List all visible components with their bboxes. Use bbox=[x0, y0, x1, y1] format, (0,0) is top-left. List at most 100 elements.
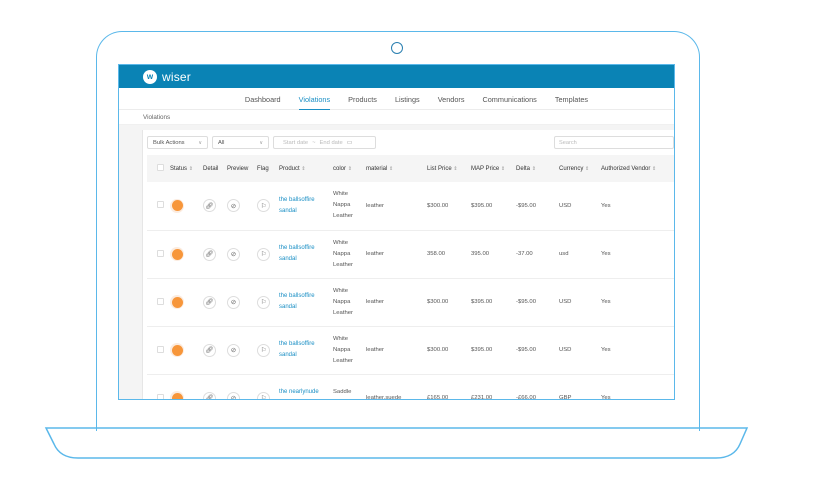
flag-icon[interactable]: ⚐ bbox=[257, 343, 270, 357]
main-nav: Dashboard Violations Products Listings V… bbox=[119, 88, 674, 110]
date-separator: ~ bbox=[312, 139, 316, 146]
search-input[interactable]: Search bbox=[554, 136, 674, 149]
table-row[interactable]: 🔗︎ ⊘ ⚐ the ballsoffire sandal White Nappa L… bbox=[147, 230, 674, 279]
start-date-input[interactable]: Start date bbox=[283, 139, 309, 146]
content-area: Bulk Actions ∨ All ∨ Start date ~ End da… bbox=[119, 125, 674, 399]
table-header: Status ⇕ Detail Preview Flag Product ⇕ c… bbox=[147, 155, 674, 182]
map-price-cell: $395.00 bbox=[471, 326, 516, 375]
authorized-vendor-cell: Yes bbox=[601, 182, 674, 231]
currency-cell: USD bbox=[559, 182, 601, 231]
link-icon[interactable]: 🔗︎ bbox=[203, 199, 216, 213]
row-checkbox[interactable] bbox=[157, 297, 164, 305]
nav-templates[interactable]: Templates bbox=[554, 95, 589, 104]
delta-cell: -37.00 bbox=[516, 230, 559, 279]
delta-cell: -£66.00 bbox=[516, 374, 559, 399]
product-link[interactable]: the ballsoffire sandal bbox=[279, 326, 333, 375]
sort-icon: ⇕ bbox=[347, 165, 352, 172]
authorized-vendor-cell: Yes bbox=[601, 278, 674, 327]
color-cell: SaddleSuede bbox=[333, 374, 366, 399]
authorized-vendor-cell: Yes bbox=[601, 374, 674, 399]
flag-icon[interactable]: ⚐ bbox=[257, 295, 270, 309]
nav-products[interactable]: Products bbox=[348, 95, 377, 104]
material-cell: leather bbox=[366, 326, 427, 375]
authorized-vendor-cell: Yes bbox=[601, 326, 674, 375]
col-authorized-vendor[interactable]: Authorized Vendor ⇕ bbox=[601, 165, 657, 172]
status-indicator bbox=[170, 391, 184, 399]
compass-icon[interactable]: ⊘ bbox=[227, 343, 240, 357]
flag-icon[interactable]: ⚐ bbox=[257, 247, 270, 261]
row-checkbox[interactable] bbox=[157, 201, 164, 209]
product-link[interactable]: the ballsoffire sandal bbox=[279, 230, 333, 279]
col-material[interactable]: material ⇕ bbox=[366, 165, 394, 172]
currency-cell: USD bbox=[559, 326, 601, 375]
table-toolbar: Bulk Actions ∨ All ∨ Start date ~ End da… bbox=[147, 135, 674, 150]
bulk-actions-dropdown[interactable]: Bulk Actions ∨ bbox=[147, 136, 208, 149]
currency-cell: GBP bbox=[559, 374, 601, 399]
brand-name[interactable]: wiser bbox=[162, 69, 192, 84]
product-link[interactable]: the nearlynudesandal bbox=[279, 374, 333, 399]
color-cell: White Nappa Leather bbox=[333, 278, 366, 327]
end-date-input[interactable]: End date bbox=[319, 139, 343, 146]
app-window: w wiser Dashboard Violations Products Li… bbox=[118, 64, 675, 400]
row-checkbox[interactable] bbox=[157, 249, 164, 257]
chevron-down-icon: ∨ bbox=[259, 139, 263, 146]
color-cell: White Nappa Leather bbox=[333, 326, 366, 375]
violations-table: Status ⇕ Detail Preview Flag Product ⇕ c… bbox=[147, 155, 674, 399]
table-row[interactable]: 🔗︎ ⊘ ⚐ the nearlynudesandal SaddleSuede … bbox=[147, 374, 674, 399]
material-cell: leather,suede bbox=[366, 374, 427, 399]
table-row[interactable]: 🔗︎ ⊘ ⚐ the ballsoffire sandal White Nappa L… bbox=[147, 326, 674, 375]
col-status[interactable]: Status ⇕ bbox=[170, 165, 193, 172]
sort-icon: ⇕ bbox=[531, 165, 536, 172]
col-currency[interactable]: Currency ⇕ bbox=[559, 165, 590, 172]
material-cell: leather bbox=[366, 230, 427, 279]
col-preview: Preview bbox=[227, 165, 249, 172]
col-delta[interactable]: Delta ⇕ bbox=[516, 165, 536, 172]
table-row[interactable]: 🔗︎ ⊘ ⚐ the ballsoffire sandal White Nappa L… bbox=[147, 278, 674, 327]
nav-listings[interactable]: Listings bbox=[394, 95, 420, 104]
nav-communications[interactable]: Communications bbox=[482, 95, 537, 104]
calendar-icon[interactable]: ▭ bbox=[346, 140, 353, 146]
sort-icon: ⇕ bbox=[301, 165, 306, 172]
filter-select[interactable]: All ∨ bbox=[212, 136, 269, 149]
status-indicator bbox=[170, 198, 184, 213]
link-icon[interactable]: 🔗︎ bbox=[203, 391, 216, 399]
sort-icon: ⇕ bbox=[453, 165, 458, 172]
link-icon[interactable]: 🔗︎ bbox=[203, 295, 216, 309]
table-row[interactable]: 🔗︎ ⊘ ⚐ the ballsoffire sandal White Nappa L… bbox=[147, 182, 674, 231]
nav-dashboard[interactable]: Dashboard bbox=[244, 95, 281, 104]
top-bar: w wiser bbox=[119, 65, 674, 88]
product-link[interactable]: the ballsoffire sandal bbox=[279, 182, 333, 231]
nav-vendors[interactable]: Vendors bbox=[437, 95, 465, 104]
product-link[interactable]: the ballsoffire sandal bbox=[279, 278, 333, 327]
bulk-actions-label: Bulk Actions bbox=[153, 139, 185, 146]
flag-icon[interactable]: ⚐ bbox=[257, 199, 270, 213]
col-product[interactable]: Product ⇕ bbox=[279, 165, 306, 172]
compass-icon[interactable]: ⊘ bbox=[227, 391, 240, 399]
sort-icon: ⇕ bbox=[585, 165, 590, 172]
compass-icon[interactable]: ⊘ bbox=[227, 199, 240, 213]
col-map-price[interactable]: MAP Price ⇕ bbox=[471, 165, 506, 172]
col-color[interactable]: color ⇕ bbox=[333, 165, 352, 172]
compass-icon[interactable]: ⊘ bbox=[227, 247, 240, 261]
status-indicator bbox=[170, 247, 184, 261]
sort-icon: ⇕ bbox=[389, 165, 394, 172]
link-icon[interactable]: 🔗︎ bbox=[203, 247, 216, 261]
filter-value: All bbox=[218, 139, 225, 146]
color-cell: White Nappa Leather bbox=[333, 182, 366, 231]
flag-icon[interactable]: ⚐ bbox=[257, 391, 270, 399]
date-range-picker[interactable]: Start date ~ End date ▭ bbox=[273, 136, 376, 149]
status-indicator bbox=[170, 295, 184, 309]
delta-cell: -$95.00 bbox=[516, 182, 559, 231]
status-indicator bbox=[170, 343, 184, 357]
row-checkbox[interactable] bbox=[157, 345, 164, 353]
col-detail: Detail bbox=[203, 165, 219, 172]
list-price-cell: $300.00 bbox=[427, 326, 471, 375]
nav-violations[interactable]: Violations bbox=[290, 88, 340, 110]
col-list-price[interactable]: List Price ⇕ bbox=[427, 165, 458, 172]
row-checkbox[interactable] bbox=[157, 393, 164, 399]
select-all-checkbox[interactable] bbox=[157, 164, 164, 171]
col-flag: Flag bbox=[257, 165, 269, 172]
compass-icon[interactable]: ⊘ bbox=[227, 295, 240, 309]
link-icon[interactable]: 🔗︎ bbox=[203, 343, 216, 357]
